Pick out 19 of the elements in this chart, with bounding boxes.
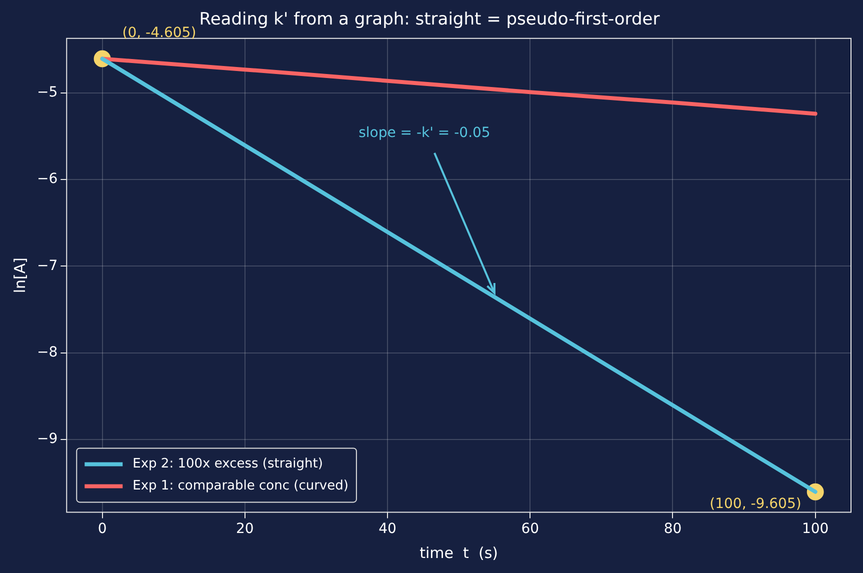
- x-tick-label: 40: [378, 521, 396, 538]
- x-axis-title: time t (s): [420, 544, 498, 562]
- y-tick-label: −7: [36, 258, 58, 274]
- y-tick-label: −5: [36, 84, 58, 101]
- y-tick-label: −6: [36, 171, 58, 188]
- legend-label: Exp 2: 100x excess (straight): [132, 456, 323, 472]
- annotation: slope = -k' = -0.05: [358, 124, 490, 141]
- x-tick-label: 80: [664, 521, 682, 538]
- x-tick-label: 100: [802, 521, 829, 538]
- y-tick-label: −8: [36, 344, 58, 360]
- y-tick-label: −9: [36, 431, 58, 448]
- annotation: (100, -9.605): [710, 496, 802, 512]
- x-tick-label: 20: [236, 521, 254, 538]
- y-axis-title: ln[A]: [10, 257, 29, 294]
- legend-label: Exp 1: comparable conc (curved): [132, 478, 348, 494]
- x-tick-label: 0: [98, 521, 107, 538]
- chart-title: Reading k' from a graph: straight = pseudo-first-order: [199, 10, 660, 30]
- annotation: (0, -4.605): [122, 24, 196, 41]
- x-tick-label: 60: [521, 521, 540, 538]
